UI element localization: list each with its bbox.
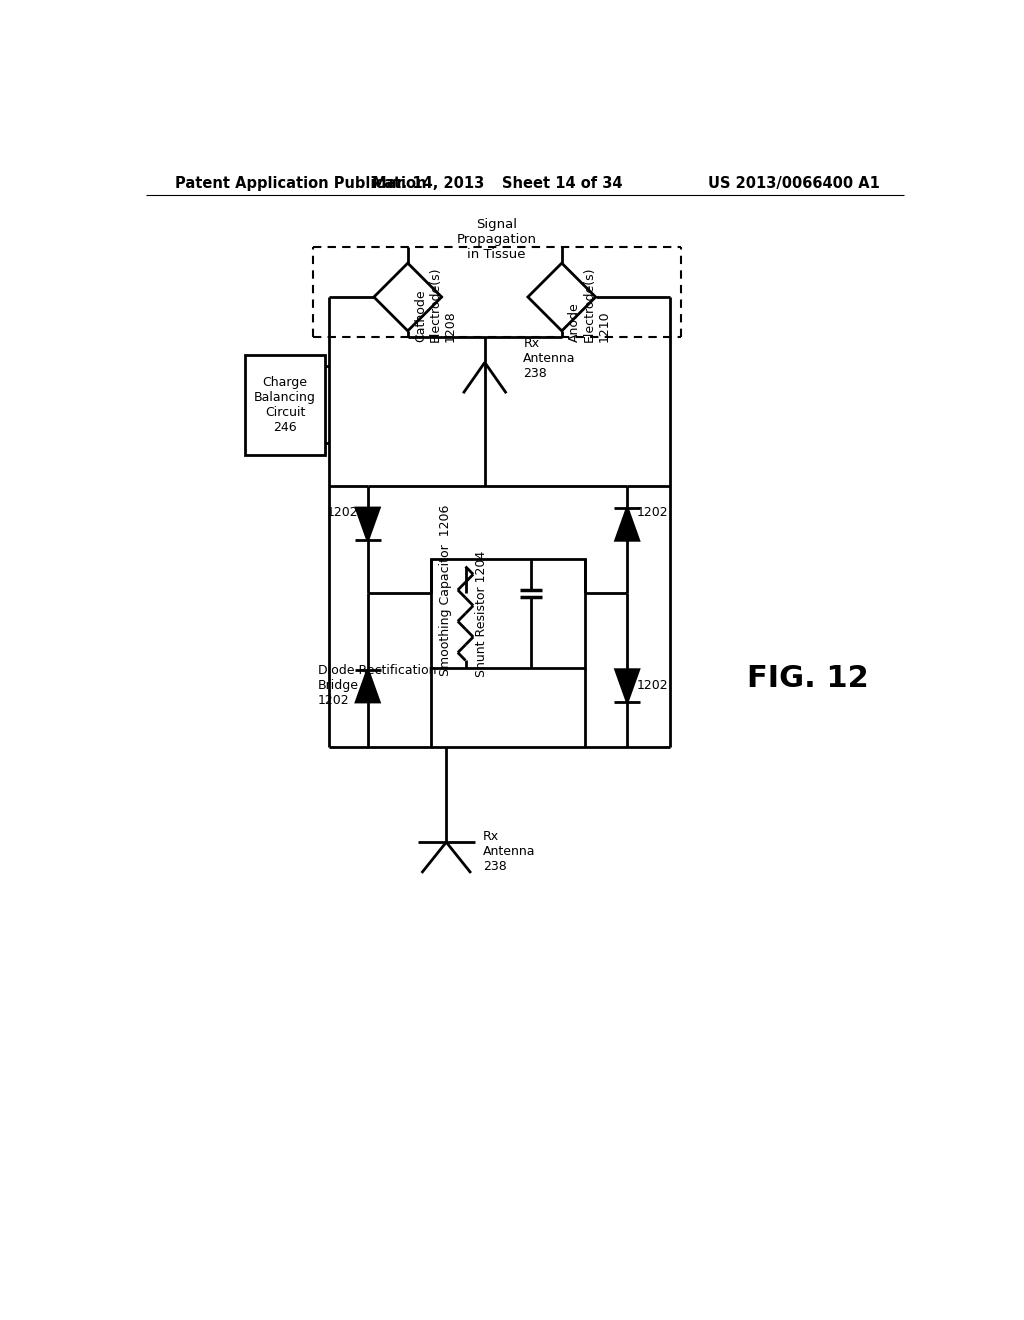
Text: Sheet 14 of 34: Sheet 14 of 34: [502, 177, 622, 191]
Text: Mar. 14, 2013: Mar. 14, 2013: [373, 177, 484, 191]
Polygon shape: [615, 669, 639, 702]
Polygon shape: [356, 669, 379, 702]
Text: 1202: 1202: [637, 506, 668, 519]
Bar: [431, 558, 585, 668]
Text: Anode
Electrode(s)
1210: Anode Electrode(s) 1210: [568, 267, 611, 342]
Text: 1202: 1202: [327, 506, 358, 519]
Text: Signal
Propagation
in Tissue: Signal Propagation in Tissue: [457, 218, 537, 261]
Text: Shunt Resistor 1204: Shunt Resistor 1204: [475, 550, 487, 677]
Text: Charge
Balancing
Circuit
246: Charge Balancing Circuit 246: [254, 376, 315, 434]
Text: Smoothing Capacitor  1206: Smoothing Capacitor 1206: [438, 504, 452, 676]
Text: 1202: 1202: [637, 680, 668, 693]
Text: Rx
Antenna
238: Rx Antenna 238: [523, 337, 575, 380]
Text: Patent Application Publication: Patent Application Publication: [175, 177, 427, 191]
Bar: [245, 355, 326, 455]
Text: FIG. 12: FIG. 12: [746, 664, 868, 693]
Polygon shape: [356, 508, 379, 540]
Text: Cathode
Electrode(s)
1208: Cathode Electrode(s) 1208: [414, 267, 457, 342]
Text: US 2013/0066400 A1: US 2013/0066400 A1: [708, 177, 880, 191]
Polygon shape: [615, 508, 639, 540]
Text: Diode Rectification
Bridge
1202: Diode Rectification Bridge 1202: [317, 664, 436, 708]
Text: Rx
Antenna
238: Rx Antenna 238: [483, 830, 536, 873]
